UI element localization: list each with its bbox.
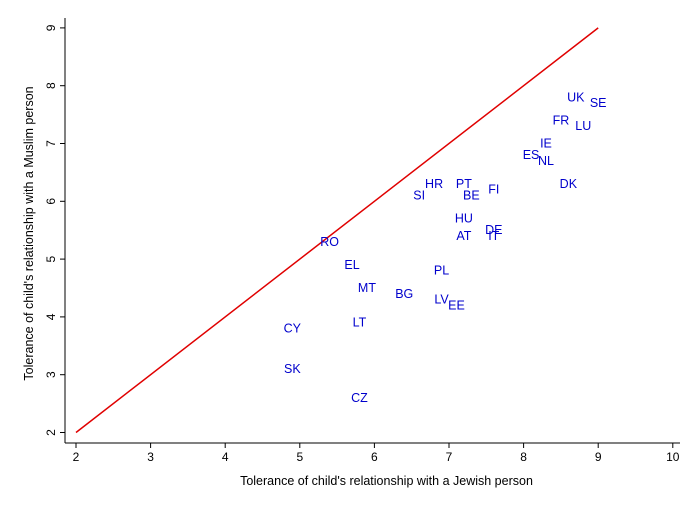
- point-label-be: BE: [463, 189, 480, 203]
- point-label-lt: LT: [353, 316, 367, 330]
- reference-diagonal-line: [75, 27, 599, 434]
- point-label-mt: MT: [358, 281, 376, 295]
- point-label-nl: NL: [538, 154, 554, 168]
- x-tick-label: 10: [666, 450, 680, 464]
- point-label-pl: PL: [434, 264, 449, 278]
- x-tick-label: 7: [446, 450, 453, 464]
- point-label-de: DE: [485, 223, 502, 237]
- x-tick-label: 4: [222, 450, 229, 464]
- y-tick-label: 3: [44, 371, 58, 378]
- point-label-fr: FR: [553, 113, 570, 127]
- x-axis-title: Tolerance of child's relationship with a…: [240, 474, 533, 488]
- point-label-dk: DK: [560, 177, 578, 191]
- point-label-cz: CZ: [351, 391, 368, 405]
- point-label-es: ES: [523, 148, 540, 162]
- y-tick-label: 5: [44, 255, 58, 262]
- point-label-cy: CY: [284, 321, 302, 335]
- x-tick-label: 6: [371, 450, 378, 464]
- x-tick-label: 9: [595, 450, 602, 464]
- point-label-uk: UK: [567, 90, 585, 104]
- y-tick-label: 9: [44, 24, 58, 31]
- point-label-at: AT: [456, 229, 471, 243]
- y-tick-label: 2: [44, 429, 58, 436]
- point-label-sk: SK: [284, 362, 301, 376]
- point-label-pt: PT: [456, 177, 472, 191]
- axes: 2 3 4 5 6 7 8 9 10 2 3 4 5 6 7 8 9: [44, 18, 680, 464]
- y-tick-label: 4: [44, 313, 58, 320]
- x-tick-label: 5: [296, 450, 303, 464]
- point-label-lu: LU: [575, 119, 591, 133]
- point-label-hr: HR: [425, 177, 443, 191]
- point-label-bg: BG: [395, 287, 413, 301]
- y-tick-label: 7: [44, 140, 58, 147]
- point-label-ie: IE: [540, 137, 552, 151]
- point-label-lv: LV: [434, 293, 449, 307]
- point-label-si: SI: [413, 189, 425, 203]
- y-tick-label: 8: [44, 82, 58, 89]
- x-tick-label: 2: [73, 450, 80, 464]
- point-label-ro: RO: [320, 235, 339, 249]
- point-label-se: SE: [590, 96, 607, 110]
- y-tick-label: 6: [44, 198, 58, 205]
- point-label-fi: FI: [488, 183, 499, 197]
- y-axis-title: Tolerance of child's relationship with a…: [22, 86, 36, 380]
- point-label-ee: EE: [448, 298, 465, 312]
- point-label-el: EL: [344, 258, 359, 272]
- point-label-it: IT: [488, 229, 499, 243]
- x-tick-label: 3: [147, 450, 154, 464]
- x-tick-label: 8: [520, 450, 527, 464]
- point-label-hu: HU: [455, 212, 473, 226]
